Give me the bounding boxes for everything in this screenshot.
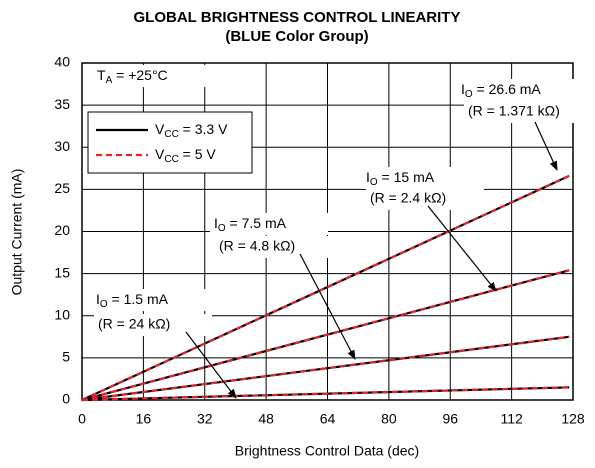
- annotation-resistance: (R = 4.8 kΩ): [219, 238, 295, 254]
- label-background: [94, 314, 212, 336]
- y-tick-label: 0: [62, 391, 70, 407]
- y-axis-label: Output Current (mA): [9, 169, 25, 296]
- annotation-current: IO = 7.5 mA: [214, 215, 287, 234]
- annotation-current-sub: O: [218, 223, 226, 234]
- label-background: [457, 79, 575, 101]
- x-tick-label: 112: [500, 411, 523, 427]
- y-tick-label: 5: [62, 349, 70, 365]
- x-tick-label: 80: [381, 411, 397, 427]
- x-tick-label: 16: [136, 411, 152, 427]
- line-series: [81, 335, 570, 402]
- annotation-current-rest: = 15 mA: [378, 169, 435, 185]
- line-series: [81, 174, 570, 401]
- plot-frame: [81, 62, 574, 401]
- annotation-resistance: (R = 2.4 kΩ): [370, 190, 446, 206]
- condition-label: TA = +25°C: [97, 67, 168, 86]
- annotation-arrow: [427, 205, 497, 292]
- y-tick-label: 30: [54, 138, 70, 154]
- x-tick-label: 48: [258, 411, 274, 427]
- label-background: [86, 65, 206, 87]
- legend-label-rest: = 5 V: [179, 146, 217, 162]
- y-tick-label: 40: [54, 54, 70, 70]
- annotation-current-main: I: [96, 291, 100, 307]
- label-background: [210, 213, 328, 235]
- annotation-resistance: (R = 1.371 kΩ): [468, 103, 560, 119]
- annotation-arrow: [534, 121, 558, 171]
- x-tick-label: 128: [561, 411, 585, 427]
- label-background: [366, 188, 484, 210]
- label-background: [215, 236, 333, 258]
- legend-label-sub: CC: [164, 154, 178, 165]
- legend-label-main: V: [155, 146, 165, 162]
- annotation-current-main: I: [214, 215, 218, 231]
- annotation-current: IO = 26.6 mA: [461, 81, 541, 100]
- label-background: [362, 167, 480, 189]
- annotation-current-rest: = 1.5 mA: [108, 291, 169, 307]
- annotation-current-rest: = 26.6 mA: [473, 81, 542, 97]
- line-series: [81, 386, 570, 402]
- annotation-current-main: I: [366, 169, 370, 185]
- chart-subtitle: (BLUE Color Group): [225, 28, 368, 45]
- x-tick-label: 64: [320, 411, 336, 427]
- x-tick-label: 96: [442, 411, 458, 427]
- x-tick-label: 0: [78, 411, 86, 427]
- x-tick-label: 32: [197, 411, 213, 427]
- annotation-arrow: [299, 253, 356, 360]
- annotation-current-sub: O: [465, 89, 473, 100]
- legend-label-rest: = 3.3 V: [179, 121, 228, 137]
- annotation-current-rest: = 7.5 mA: [226, 215, 287, 231]
- annotation-current: IO = 15 mA: [366, 169, 435, 188]
- legend-label-main: V: [155, 121, 165, 137]
- x-axis-label: Brightness Control Data (dec): [235, 443, 419, 459]
- legend-label-sub: CC: [164, 129, 178, 140]
- annotation-resistance: (R = 24 kΩ): [98, 316, 170, 332]
- condition-label-main: T: [97, 67, 106, 83]
- y-tick-label: 25: [54, 180, 70, 196]
- label-background: [92, 289, 210, 311]
- annotation-current-sub: O: [100, 299, 108, 310]
- condition-label-sub: A: [106, 75, 113, 86]
- condition-label-rest: = +25°C: [112, 67, 167, 83]
- y-tick-label: 35: [54, 96, 70, 112]
- chart-title: GLOBAL BRIGHTNESS CONTROL LINEARITY: [134, 9, 461, 26]
- annotation-current-sub: O: [370, 177, 378, 188]
- legend-box: [87, 111, 253, 174]
- annotation-current-main: I: [461, 81, 465, 97]
- y-tick-label: 10: [54, 306, 70, 322]
- y-tick-label: 15: [54, 264, 70, 280]
- legend-label: VCC = 3.3 V: [155, 121, 228, 140]
- line-series: [81, 269, 570, 402]
- annotation-arrow: [185, 331, 237, 399]
- annotation-current: IO = 1.5 mA: [96, 291, 169, 310]
- legend-label: VCC = 5 V: [155, 146, 216, 165]
- y-tick-label: 20: [54, 222, 70, 238]
- label-background: [464, 101, 582, 123]
